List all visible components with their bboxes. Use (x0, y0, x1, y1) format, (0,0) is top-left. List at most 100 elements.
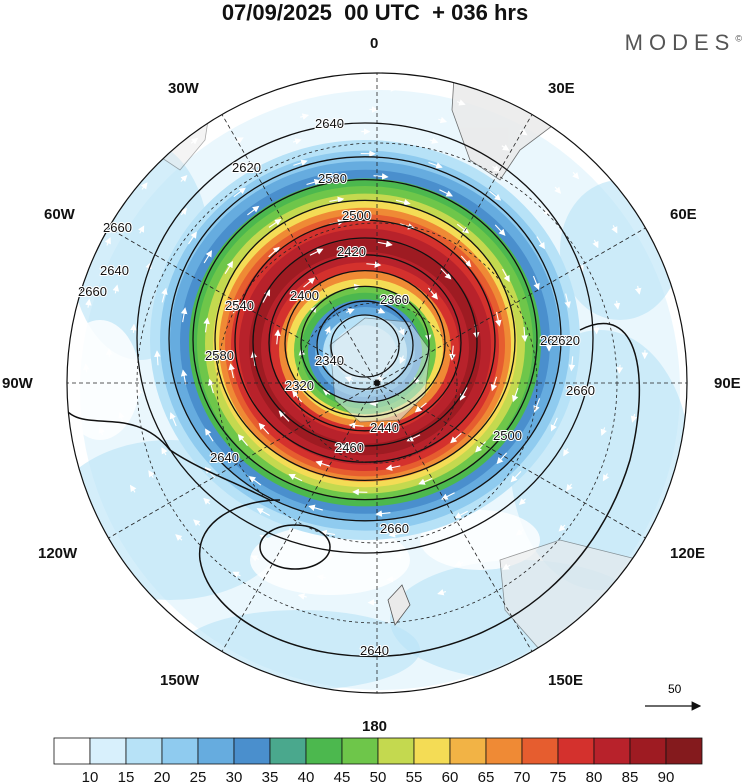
colorbar-tick-label: 70 (514, 769, 531, 782)
wind-vector (278, 410, 290, 422)
wind-vector (492, 165, 501, 172)
wind-vector (429, 137, 439, 144)
wind-vector (318, 87, 328, 94)
outer-field-patch (560, 180, 680, 320)
colorbar-box (53, 737, 91, 765)
south-pole-marker (374, 380, 380, 386)
wind-vector (262, 289, 271, 303)
wind-vector (237, 434, 248, 446)
colorbar-box (449, 737, 487, 765)
lon-label-90e: 90E (714, 375, 741, 392)
colorbar-tick-label: 65 (478, 769, 495, 782)
wind-vector (385, 464, 401, 471)
wind-vector (258, 422, 270, 435)
outer-field-gap (67, 320, 140, 440)
contour-2660-outer (199, 322, 641, 658)
wind-vector (634, 285, 642, 295)
colorbar-tick-label: 85 (622, 769, 639, 782)
wind-vector (232, 571, 241, 578)
colorbar-tick-label: 35 (262, 769, 279, 782)
wind-vector (256, 508, 270, 516)
wind-vector (369, 399, 379, 407)
contour-label: 2660 (566, 383, 595, 398)
wind-vector (414, 402, 427, 413)
wind-vector (169, 412, 177, 427)
wind-vector (592, 239, 599, 249)
wind-vector (502, 268, 510, 283)
wind-vector (268, 246, 280, 258)
wind-vector (98, 426, 105, 436)
colorbar-box (125, 737, 163, 765)
vector-reference-label: 50 (668, 682, 682, 696)
wind-vector (418, 477, 433, 485)
longitude-line (376, 227, 646, 384)
wind-vector (428, 161, 443, 169)
wind-vector (475, 441, 486, 453)
contour-label: 2640 (315, 116, 344, 131)
lon-label-60e: 60E (670, 206, 697, 223)
contour-label: 2340 (315, 353, 344, 368)
colorbar-box (665, 737, 703, 765)
wind-vector (203, 250, 212, 264)
colorbar-tick-label: 60 (442, 769, 459, 782)
latitude-circle (216, 222, 538, 544)
longitude-line (376, 382, 533, 652)
wind-vector (440, 268, 452, 280)
lon-label-0: 0 (370, 35, 379, 52)
wind-vector (437, 589, 447, 596)
lon-label-120e: 120E (670, 545, 706, 562)
wind-vector (394, 552, 404, 560)
wind-vector (512, 387, 519, 403)
wind-vector (450, 432, 462, 444)
wind-vector (375, 510, 391, 517)
colorbar-box (413, 737, 451, 765)
geopotential-contour (300, 285, 430, 404)
wind-vector (400, 223, 415, 230)
wind-vector (519, 128, 528, 136)
wind-vectors (82, 85, 649, 606)
wind-vector (297, 593, 307, 600)
brand-mark: © (735, 33, 742, 44)
wind-vector (616, 364, 624, 374)
wind-vector (611, 225, 618, 234)
lon-label-30w: 30W (168, 80, 199, 97)
longitude-line (221, 114, 378, 384)
new-zealand-landmass (387, 584, 411, 626)
wind-vector (439, 189, 453, 197)
contour-label: 2420 (337, 244, 366, 259)
wind-vector (190, 137, 199, 145)
wind-vector (315, 460, 330, 467)
lon-label-90w: 90W (2, 375, 33, 392)
contour-label: 2580 (205, 348, 234, 363)
wind-vector (325, 354, 332, 363)
contour-label: 2620 (551, 333, 580, 348)
colorbar-ticks: 10 15 20 25 30 35 40 45 50 55 60 65 70 75 80 85 90 (82, 769, 675, 782)
colorbar-tick-label: 20 (154, 769, 171, 782)
wind-vector (460, 255, 472, 268)
wind-vector (602, 473, 610, 482)
geopotential-contour (192, 178, 538, 501)
contour-label: 2640 (360, 643, 389, 658)
wind-vector (454, 510, 469, 519)
wind-vector (366, 261, 382, 268)
wind-vector (536, 236, 545, 250)
wind-vector (205, 428, 214, 442)
wind-vector (518, 498, 526, 506)
wind-vector (322, 389, 331, 396)
wind-vector (568, 356, 576, 372)
wind-vector (564, 293, 571, 309)
wind-vector (118, 411, 125, 421)
contour-label: 2660 (103, 220, 132, 235)
wind-vector (148, 470, 155, 479)
wind-vector (588, 388, 595, 398)
contour-label: 2660 (380, 521, 409, 536)
wind-vector (346, 308, 355, 315)
wind-vector (490, 376, 498, 392)
wind-vector (377, 240, 393, 248)
wind-vector (247, 205, 260, 216)
wind-vector (104, 237, 111, 246)
wind-vector (180, 369, 188, 385)
wind-vector (427, 287, 438, 300)
